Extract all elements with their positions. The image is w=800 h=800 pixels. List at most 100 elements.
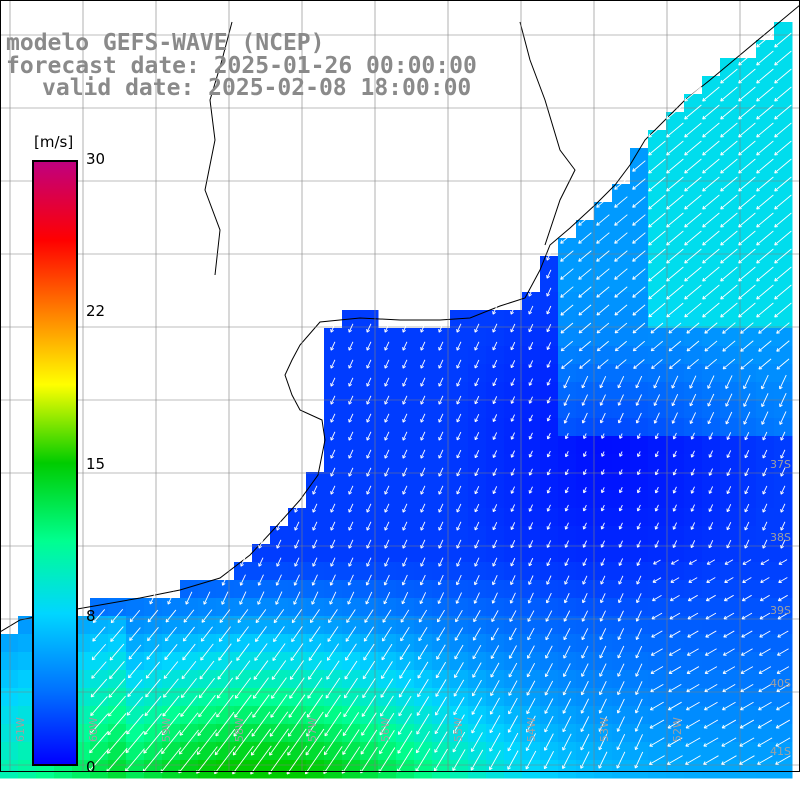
- speed-cell: [540, 382, 559, 401]
- wind-arrow: [544, 698, 554, 714]
- wind-arrow: [217, 660, 233, 680]
- wind-arrow: [492, 521, 498, 531]
- wind-arrow: [181, 660, 197, 680]
- wind-arrow: [420, 395, 426, 405]
- wind-arrow: [774, 140, 792, 156]
- speed-cell: [684, 274, 703, 293]
- speed-cell: [540, 616, 559, 635]
- wind-arrow: [722, 684, 736, 693]
- wind-arrow: [599, 610, 606, 622]
- wind-arrow: [617, 412, 624, 424]
- wind-arrow: [252, 677, 269, 699]
- wind-arrow: [687, 630, 699, 638]
- speed-cell: [648, 346, 667, 365]
- speed-cell: [594, 310, 613, 329]
- speed-cell: [594, 598, 613, 617]
- speed-cell: [216, 742, 235, 761]
- wind-arrow: [599, 375, 607, 389]
- wind-arrow: [636, 451, 641, 457]
- wind-arrow: [528, 414, 533, 422]
- wind-arrow: [666, 104, 684, 120]
- lat-label-39s: 39S: [770, 604, 791, 617]
- speed-cell: [252, 652, 271, 671]
- speed-cell: [558, 562, 577, 581]
- speed-cell: [198, 634, 217, 653]
- speed-cell: [576, 670, 595, 689]
- speed-cell: [594, 634, 613, 653]
- speed-cell: [198, 652, 217, 671]
- speed-cell: [702, 634, 721, 653]
- speed-cell: [702, 616, 721, 635]
- wind-arrow: [599, 412, 606, 424]
- wind-arrow: [348, 449, 354, 459]
- speed-cell: [540, 724, 559, 743]
- speed-cell: [18, 616, 37, 635]
- wind-arrow: [492, 557, 498, 567]
- wind-arrow: [418, 627, 428, 642]
- wind-arrow: [253, 660, 269, 680]
- wind-arrow: [545, 592, 552, 604]
- speed-cell: [450, 526, 469, 545]
- wind-arrow: [330, 395, 336, 405]
- wind-arrow: [581, 663, 589, 677]
- wind-arrow: [146, 644, 160, 660]
- wind-arrow: [438, 521, 444, 531]
- speed-cell: [774, 58, 793, 77]
- wind-arrow: [684, 266, 702, 282]
- speed-cell: [720, 508, 739, 527]
- wind-arrow: [761, 393, 769, 408]
- wind-arrow: [618, 575, 624, 585]
- wind-arrow: [528, 504, 533, 512]
- wind-arrow: [143, 730, 163, 754]
- wind-arrow: [402, 539, 408, 549]
- wind-arrow: [330, 503, 336, 513]
- wind-arrow: [632, 196, 646, 208]
- wind-arrow: [437, 574, 444, 586]
- wind-arrow: [762, 521, 768, 531]
- speed-cell: [234, 742, 253, 761]
- speed-cell: [756, 328, 775, 347]
- speed-cell: [396, 526, 415, 545]
- wind-arrow: [632, 250, 646, 262]
- speed-cell: [612, 760, 631, 779]
- speed-cell: [576, 418, 595, 437]
- wind-arrow: [366, 341, 372, 351]
- speed-cell: [324, 580, 343, 599]
- wind-arrow: [635, 610, 642, 622]
- wind-arrow: [492, 341, 498, 351]
- speed-cell: [756, 310, 775, 329]
- speed-cell: [342, 688, 361, 707]
- speed-cell: [270, 688, 289, 707]
- speed-cell: [432, 544, 451, 563]
- wind-arrow: [474, 377, 480, 387]
- wind-arrow: [654, 522, 659, 530]
- speed-cell: [558, 310, 577, 329]
- wind-arrow: [528, 540, 534, 549]
- wind-arrow: [776, 358, 790, 370]
- wind-arrow: [705, 630, 717, 638]
- wind-arrow: [722, 322, 736, 334]
- speed-cell: [684, 490, 703, 509]
- wind-arrow: [362, 678, 376, 699]
- speed-cell: [648, 652, 667, 671]
- wind-arrow: [525, 750, 537, 770]
- speed-cell: [450, 544, 469, 563]
- wind-arrow: [762, 503, 768, 513]
- speed-cell: [342, 436, 361, 455]
- wind-arrow: [456, 557, 462, 567]
- wind-arrow: [720, 302, 738, 318]
- wind-arrow: [474, 413, 480, 423]
- speed-cell: [630, 382, 649, 401]
- wind-arrow: [774, 230, 792, 246]
- speed-cell: [684, 418, 703, 437]
- speed-cell: [414, 652, 433, 671]
- wind-arrow: [545, 645, 553, 659]
- speed-cell: [378, 706, 397, 725]
- wind-arrow: [239, 591, 247, 605]
- speed-cell: [414, 562, 433, 581]
- wind-arrow: [330, 377, 336, 387]
- colorbar-tick-22: 22: [86, 302, 106, 320]
- speed-cell: [720, 166, 739, 185]
- speed-cell: [756, 724, 775, 743]
- wind-arrow: [596, 196, 610, 208]
